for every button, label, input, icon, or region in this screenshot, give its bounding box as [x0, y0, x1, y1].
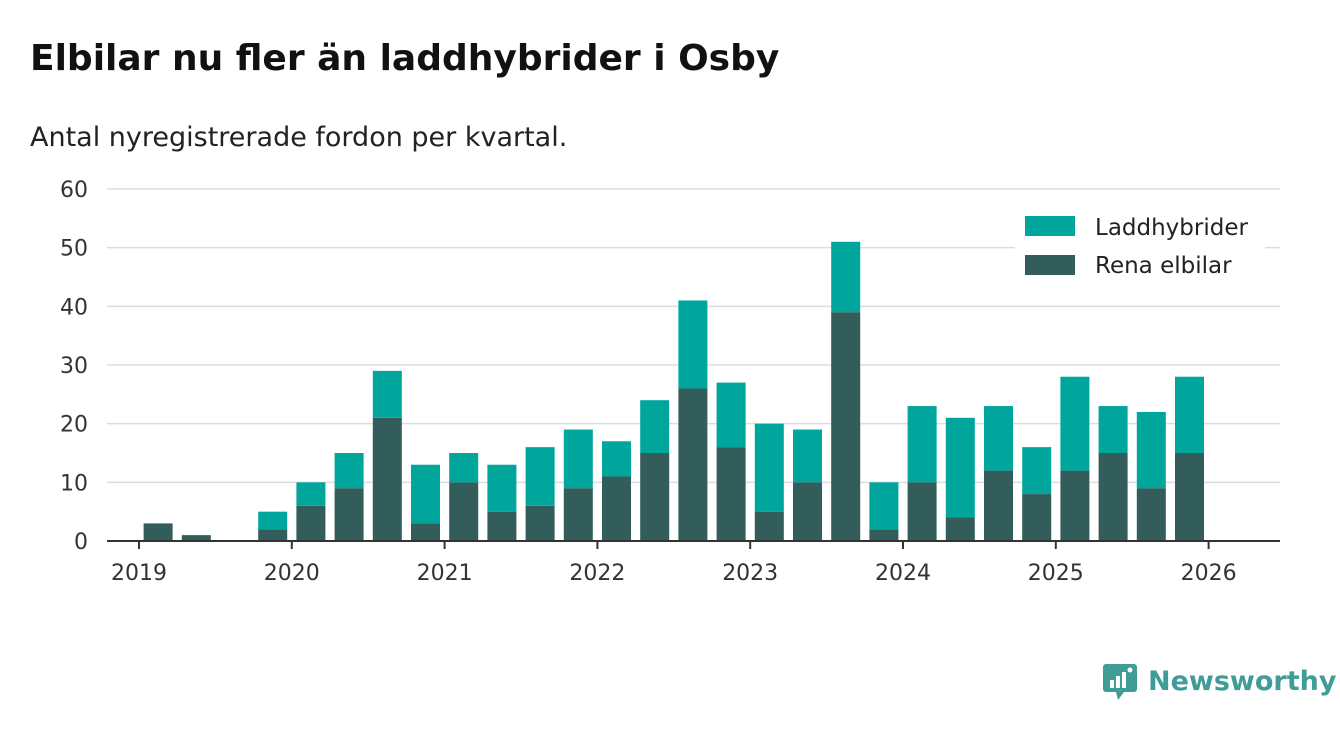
- bar-laddhybrider: [907, 406, 937, 483]
- bar-rena-elbilar: [1136, 488, 1166, 541]
- bar-laddhybrider: [258, 511, 288, 530]
- bar-laddhybrider: [869, 482, 899, 530]
- bar-rena-elbilar: [793, 482, 822, 541]
- bar-rena-elbilar: [411, 523, 440, 541]
- bar-laddhybrider: [831, 241, 861, 313]
- y-tick-label: 20: [60, 413, 88, 438]
- bar-laddhybrider: [1022, 447, 1052, 495]
- brand-name: Newsworthy: [1148, 666, 1337, 697]
- bar-rena-elbilar: [181, 535, 211, 541]
- bar-rena-elbilar: [143, 523, 173, 541]
- bar-laddhybrider: [754, 423, 784, 512]
- y-axis-ticks: 0 10 20 30 40 50 60: [60, 178, 88, 555]
- bar-rena-elbilar: [563, 488, 593, 541]
- legend-label-laddhybrider: Laddhybrider: [1095, 215, 1248, 241]
- newsworthy-logo-icon: [1103, 664, 1137, 700]
- bar-laddhybrider: [945, 417, 975, 518]
- x-tick-label: 2019: [111, 561, 167, 586]
- bar-laddhybrider: [640, 400, 670, 453]
- bar-rena-elbilar: [525, 505, 555, 541]
- x-tick-label: 2022: [569, 561, 625, 586]
- y-tick-label: 0: [74, 530, 88, 555]
- y-tick-label: 10: [60, 471, 88, 496]
- bar-rena-elbilar: [754, 511, 784, 541]
- bar-rena-elbilar: [1175, 453, 1204, 541]
- bar-rena-elbilar: [258, 529, 288, 541]
- x-axis-ticks: 2019 2020 2021 2022 2023 2024 2025 2026: [111, 541, 1237, 586]
- y-tick-label: 60: [60, 178, 88, 203]
- bar-laddhybrider: [678, 300, 708, 389]
- bar-laddhybrider: [602, 441, 631, 477]
- bar-laddhybrider: [716, 382, 746, 448]
- chart-title: Elbilar nu fler än laddhybrider i Osby: [30, 38, 779, 79]
- legend-label-rena-elbilar: Rena elbilar: [1095, 253, 1232, 279]
- chart-subtitle: Antal nyregistrerade fordon per kvartal.: [30, 122, 567, 153]
- x-tick-label: 2024: [875, 561, 931, 586]
- legend-swatch-laddhybrider: [1025, 216, 1075, 236]
- bar-laddhybrider: [1136, 411, 1166, 489]
- x-tick-label: 2025: [1028, 561, 1084, 586]
- bar-rena-elbilar: [716, 447, 746, 541]
- bar-rena-elbilar: [602, 476, 631, 541]
- bar-rena-elbilar: [449, 482, 479, 541]
- bar-rena-elbilar: [487, 511, 517, 541]
- legend-swatch-rena-elbilar: [1025, 255, 1075, 275]
- bar-rena-elbilar: [907, 482, 937, 541]
- bar-rena-elbilar: [296, 505, 326, 541]
- x-tick-label: 2020: [264, 561, 320, 586]
- y-tick-label: 50: [60, 237, 88, 262]
- y-tick-label: 40: [60, 295, 88, 320]
- bar-rena-elbilar: [869, 529, 899, 541]
- bar-laddhybrider: [449, 453, 479, 483]
- brand-logo: Newsworthy: [1103, 664, 1337, 700]
- bar-laddhybrider: [487, 464, 517, 512]
- y-tick-label: 30: [60, 354, 88, 379]
- legend: Laddhybrider Rena elbilar: [1015, 208, 1265, 294]
- x-tick-label: 2021: [417, 561, 473, 586]
- bar-rena-elbilar: [372, 417, 402, 541]
- bar-rena-elbilar: [334, 488, 364, 541]
- bar-rena-elbilar: [831, 312, 861, 541]
- bar-rena-elbilar: [1098, 453, 1128, 541]
- bar-laddhybrider: [793, 429, 822, 483]
- bar-laddhybrider: [525, 447, 555, 506]
- x-tick-label: 2026: [1181, 561, 1237, 586]
- bar-laddhybrider: [1060, 376, 1090, 471]
- x-tick-label: 2023: [722, 561, 778, 586]
- bar-laddhybrider: [984, 406, 1013, 471]
- bar-rena-elbilar: [1022, 494, 1052, 541]
- bar-laddhybrider: [563, 429, 593, 489]
- bar-laddhybrider: [411, 464, 440, 524]
- bar-laddhybrider: [334, 453, 364, 489]
- bar-rena-elbilar: [984, 470, 1013, 541]
- bar-rena-elbilar: [945, 517, 975, 541]
- bar-rena-elbilar: [678, 388, 708, 541]
- bars: [143, 241, 1204, 541]
- bar-rena-elbilar: [640, 453, 670, 541]
- bar-laddhybrider: [372, 370, 402, 418]
- bar-laddhybrider: [1098, 406, 1128, 453]
- bar-rena-elbilar: [1060, 470, 1090, 541]
- bar-laddhybrider: [296, 482, 326, 506]
- bar-laddhybrider: [1175, 376, 1204, 453]
